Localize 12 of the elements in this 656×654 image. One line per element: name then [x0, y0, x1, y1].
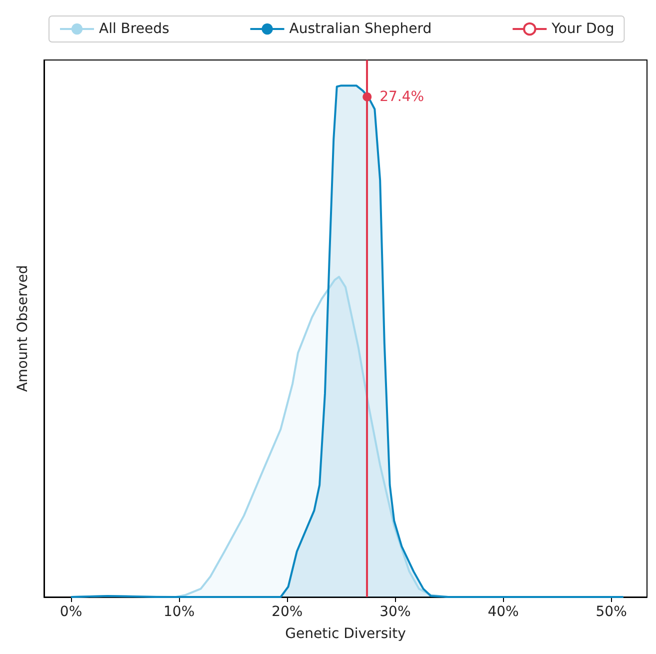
y-axis-title: Amount Observed — [15, 265, 31, 392]
x-tick-label: 0% — [60, 604, 82, 620]
legend-label: Your Dog — [550, 21, 614, 37]
legend-label: All Breeds — [99, 21, 170, 37]
x-tick-label: 50% — [596, 604, 627, 620]
x-tick-label: 20% — [272, 604, 303, 620]
x-tick-label: 40% — [488, 604, 519, 620]
x-tick-label: 10% — [164, 604, 195, 620]
annotation: 27.4% — [380, 88, 424, 105]
x-axis-title: Genetic Diversity — [285, 626, 406, 642]
x-tick-label: 30% — [380, 604, 411, 620]
legend-label: Australian Shepherd — [289, 21, 432, 37]
